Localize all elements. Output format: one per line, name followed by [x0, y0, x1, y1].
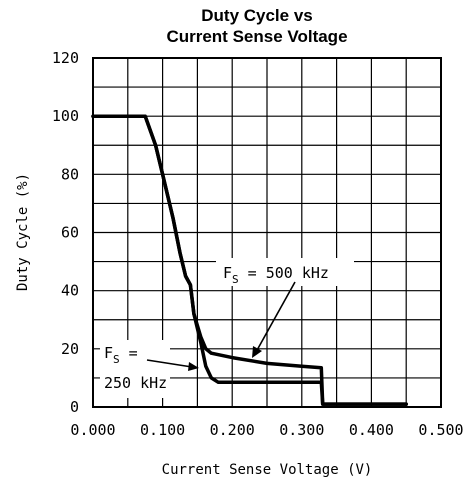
series-line-250khz	[91, 114, 408, 406]
x-axis-label: Current Sense Voltage (V)	[162, 462, 373, 478]
y-tick-label: 40	[61, 282, 79, 300]
annotation-250-sub: S	[113, 353, 120, 366]
annotation-500-arrow	[255, 281, 296, 353]
plot-frame	[92, 57, 442, 408]
x-tick-label: 0.500	[418, 421, 463, 439]
y-tick-label: 0	[70, 398, 79, 416]
annotation-500-bg	[216, 258, 354, 286]
annotation-250-prefix: F	[104, 344, 113, 362]
series-lines	[91, 114, 408, 406]
annotation-250-line1: FS =	[104, 344, 138, 366]
x-tick-label: 0.300	[279, 421, 324, 439]
annotation-250-arrowhead	[188, 362, 199, 371]
chart-title-line2: Current Sense Voltage	[166, 27, 347, 46]
x-tick-label: 0.400	[349, 421, 394, 439]
y-tick-label: 80	[61, 165, 79, 183]
annotation-500-sub: S	[232, 273, 239, 286]
y-axis-label: Duty Cycle (%)	[15, 173, 31, 291]
annotation-500-value: = 500 kHz	[239, 264, 329, 282]
annotation-250-arrow	[146, 359, 193, 368]
y-tick-label: 100	[52, 107, 79, 125]
annotation-500-arrowhead	[252, 346, 262, 358]
annotation-250-line2: 250 kHz	[104, 374, 167, 392]
y-tick-label: 20	[61, 340, 79, 358]
x-tick-label: 0.100	[140, 421, 185, 439]
x-tick-label: 0.000	[70, 421, 115, 439]
y-tick-label: 60	[61, 224, 79, 242]
annotation-500-prefix: F	[223, 264, 232, 282]
y-tick-label: 120	[52, 49, 79, 67]
annotation-250-eq: =	[120, 344, 138, 362]
x-tick-label: 0.200	[210, 421, 255, 439]
annotation-500khz: FS = 500 kHz	[223, 264, 329, 286]
x-tick-labels: 0.000 0.100 0.200 0.300 0.400 0.500	[70, 421, 463, 439]
chart-title-line1: Duty Cycle vs	[201, 6, 313, 25]
annotation-250-bg	[100, 340, 170, 398]
y-tick-labels: 0 20 40 60 80 100 120	[52, 49, 79, 416]
